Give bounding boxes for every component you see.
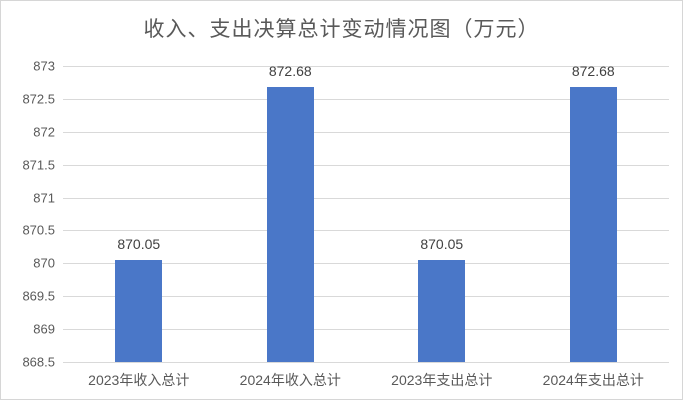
gridline — [63, 164, 669, 166]
y-axis-tick-label: 873 — [33, 58, 55, 74]
gridline — [63, 131, 669, 133]
bar — [569, 87, 617, 362]
y-axis-tick-label: 868.5 — [22, 354, 55, 370]
y-axis-tick-label: 869 — [33, 321, 55, 337]
bar-value-label: 870.05 — [420, 236, 464, 253]
x-axis-category-label: 2023年支出总计 — [391, 372, 493, 388]
x-axis-category-label: 2024年支出总计 — [542, 372, 644, 388]
x-axis-category-label: 2023年收入总计 — [88, 372, 190, 388]
y-axis-tick-label: 871.5 — [22, 157, 55, 173]
gridline — [63, 98, 669, 100]
x-axis-category-label: 2024年收入总计 — [239, 372, 341, 388]
bar-value-label: 872.68 — [571, 63, 615, 80]
y-axis-tick-label: 871 — [33, 190, 55, 206]
gridline — [63, 329, 669, 331]
gridline — [63, 263, 669, 265]
bar-value-label: 872.68 — [268, 63, 312, 80]
y-axis-tick-label: 872 — [33, 124, 55, 140]
bar — [115, 260, 163, 362]
gridline — [63, 197, 669, 199]
chart-title: 收入、支出决算总计变动情况图（万元） — [143, 17, 540, 41]
y-axis-tick-label: 869.5 — [22, 288, 55, 304]
bar-value-label: 870.05 — [117, 236, 161, 253]
bar — [266, 87, 314, 362]
y-axis-tick-label: 872.5 — [22, 91, 55, 107]
gridline — [63, 362, 669, 363]
y-axis-tick-label: 870 — [33, 255, 55, 271]
gridline — [63, 296, 669, 298]
y-axis-tick-label: 870.5 — [22, 222, 55, 238]
bar — [418, 260, 466, 362]
gridline — [63, 66, 669, 67]
gridline — [63, 230, 669, 232]
